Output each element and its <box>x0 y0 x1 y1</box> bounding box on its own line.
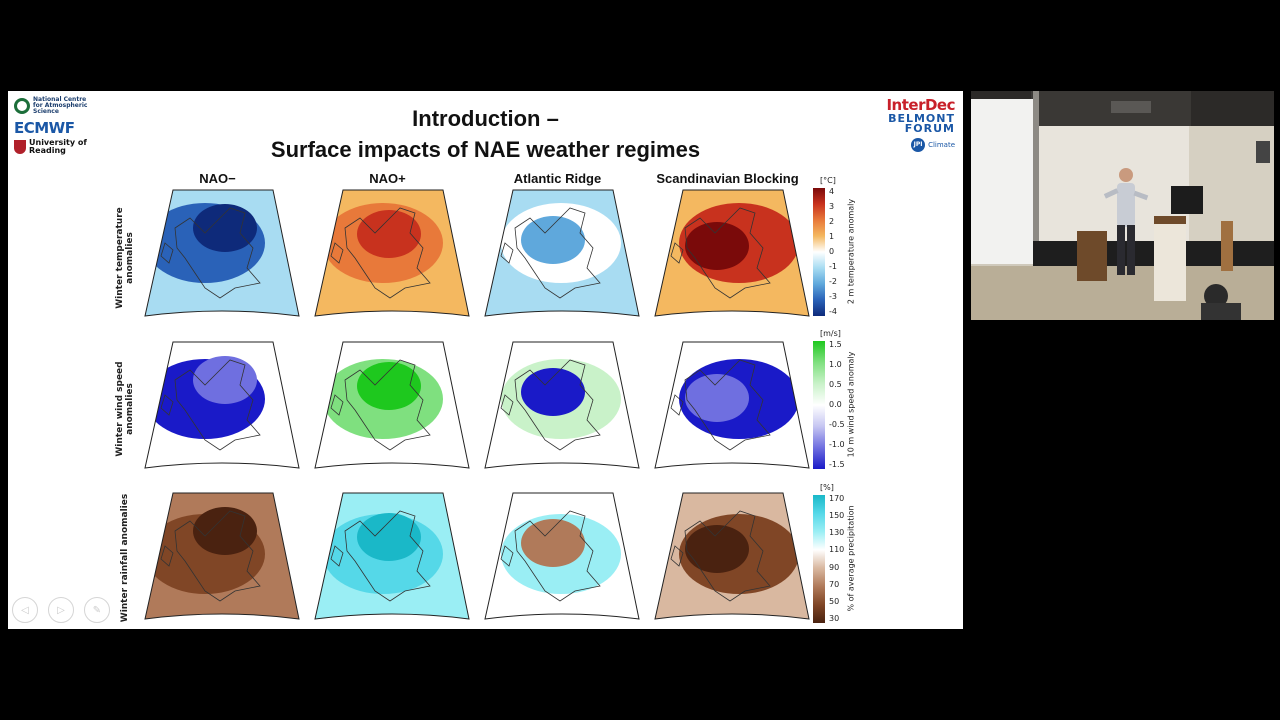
colorbar-tick-label: 170 <box>829 494 845 503</box>
colorbar-tick-label: 90 <box>829 562 840 572</box>
colorbar <box>813 495 825 623</box>
reading-logo: University of Reading <box>14 139 109 155</box>
row-label-temperature: Winter temperature anomalies <box>115 207 135 309</box>
lecture-room-scene <box>971 91 1274 320</box>
regime-map-panel <box>135 188 300 318</box>
colorbar-tick-label: -2 <box>829 277 837 286</box>
colorbar-tick-label: 30 <box>829 614 840 623</box>
regime-map-panel <box>645 188 810 318</box>
colorbar-unit: [%] <box>820 483 834 492</box>
partner-logos-right: InterDec BELMONT FORUM JPI Climate <box>867 96 956 152</box>
colorbar-tick-label: 0.5 <box>829 380 842 389</box>
colorbar-label: 10 m wind speed anomaly <box>846 351 856 458</box>
colorbar-tick-label: 150 <box>829 511 845 521</box>
regime-map-panel <box>645 491 810 621</box>
regime-map-panel <box>305 491 470 621</box>
colorbar-tick-label: -3 <box>829 292 837 301</box>
colorbar-label: % of average precipitation <box>846 505 856 612</box>
column-header-atlantic-ridge: Atlantic Ridge <box>513 171 602 186</box>
colorbar <box>813 341 825 469</box>
ncas-logo: National Centre for Atmospheric Science <box>14 95 109 117</box>
colorbar-tick-label: 2 <box>829 217 835 226</box>
colorbar-tick-label: 1.0 <box>829 360 842 369</box>
colorbar-label: 2 m temperature anomaly <box>846 198 856 305</box>
regime-map-panel <box>645 340 810 470</box>
column-header-scandinavian-blocking: Scandinavian Blocking <box>656 171 799 186</box>
regime-map-panel <box>475 188 640 318</box>
regime-map-panel <box>305 340 470 470</box>
presentation-slide: National Centre for Atmospheric Science … <box>8 91 963 629</box>
colorbar-tick-label: 1 <box>829 232 835 241</box>
previous-slide-button[interactable]: ◁ <box>12 597 38 623</box>
interdec-logo: InterDec <box>886 96 955 114</box>
regime-map-panel <box>135 491 300 621</box>
colorbar-tick-label: -1.5 <box>829 460 845 469</box>
regime-map-panel <box>305 188 470 318</box>
colorbar-tick-label: 50 <box>829 596 840 606</box>
regime-map-panel <box>135 340 300 470</box>
column-header-nao-minus: NAO− <box>199 171 236 186</box>
colorbar-tick-label: 0 <box>829 247 835 256</box>
colorbar-tick-label: -4 <box>829 307 837 316</box>
colorbar-unit: [°C] <box>820 176 836 185</box>
colorbar-tick-label: -0.5 <box>829 420 845 429</box>
regime-map-panel <box>475 491 640 621</box>
next-slide-button[interactable]: ▷ <box>48 597 74 623</box>
colorbar-tick-label: -1.0 <box>829 440 845 449</box>
partner-logos-left: National Centre for Atmospheric Science … <box>14 95 109 155</box>
colorbar-tick-label: 1.5 <box>829 340 842 349</box>
colorbar-tick-label: -1 <box>829 262 837 271</box>
reading-shield-icon <box>14 140 26 154</box>
colorbar-tick-label: 4 <box>829 187 835 196</box>
belmont-forum-logo: BELMONT FORUM <box>888 112 955 135</box>
colorbar-tick-label: 3 <box>829 202 835 211</box>
row-label-rainfall: Winter rainfall anomalies <box>120 493 130 623</box>
colorbar-unit: [m/s] <box>820 329 841 338</box>
colorbar-tick-label: 0.0 <box>829 400 842 409</box>
colorbar-tick-label: 70 <box>829 579 840 589</box>
colorbar-tick-label: 110 <box>829 545 845 555</box>
jpi-icon: JPI <box>911 138 926 152</box>
ncas-icon <box>14 98 30 114</box>
slide-title: Introduction – Surface impacts of NAE we… <box>270 106 701 162</box>
column-header-nao-plus: NAO+ <box>369 171 406 186</box>
regime-map-panel <box>475 340 640 470</box>
jpi-climate-logo: JPI Climate <box>867 138 955 152</box>
pen-tool-button[interactable]: ✎ <box>84 597 110 623</box>
colorbar <box>813 188 825 316</box>
row-label-wind: Winter wind speed anomalies <box>115 361 135 457</box>
speaker-video-feed <box>971 91 1274 320</box>
colorbar-tick-label: 130 <box>829 528 845 538</box>
slide-nav-controls: ◁ ▷ ✎ <box>12 597 110 623</box>
ecmwf-logo: ECMWF <box>14 119 75 137</box>
